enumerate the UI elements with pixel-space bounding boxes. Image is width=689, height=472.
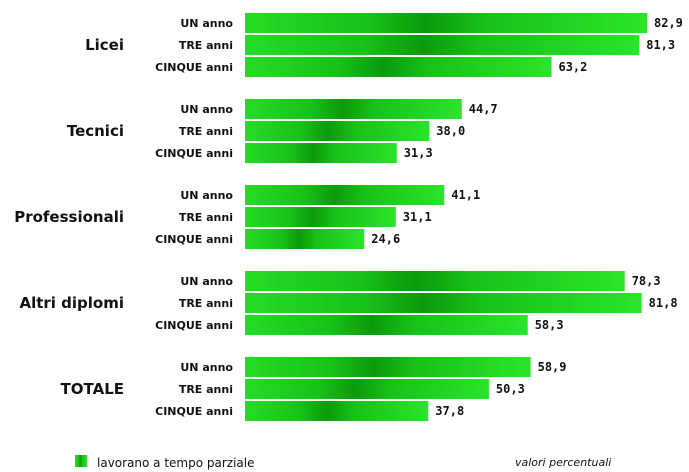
value-label: 58,9 [538, 360, 567, 374]
bar [245, 401, 429, 421]
value-label: 31,1 [403, 210, 432, 224]
group-label: TOTALE [61, 380, 124, 398]
row-label: CINQUE anni [155, 405, 233, 418]
bar [245, 229, 365, 249]
bar [245, 121, 430, 141]
bar [245, 185, 445, 205]
bar [245, 293, 642, 313]
row-label: CINQUE anni [155, 147, 233, 160]
bar [245, 271, 625, 291]
bar [245, 357, 531, 377]
row-label: CINQUE anni [155, 61, 233, 74]
bar-group: Altri diplomi UN anno 78,3 TRE anni 81,8 CINQ… [19, 271, 678, 335]
group-label: Professionali [14, 208, 124, 226]
chart-groups: Licei UN anno 82,9 TRE anni 81,3 CINQUE anni 6… [14, 13, 683, 421]
bar [245, 35, 640, 55]
value-label: 58,3 [535, 318, 564, 332]
value-label: 63,2 [558, 60, 587, 74]
value-label: 82,9 [654, 16, 683, 30]
value-label: 37,8 [435, 404, 464, 418]
value-label: 50,3 [496, 382, 525, 396]
bar [245, 379, 489, 399]
bar [245, 57, 552, 77]
group-label: Tecnici [67, 122, 124, 140]
row-label: UN anno [180, 189, 233, 202]
value-label: 78,3 [632, 274, 661, 288]
value-label: 38,0 [436, 124, 465, 138]
legend: lavorano a tempo parziale [75, 455, 255, 470]
row-label: TRE anni [179, 211, 233, 224]
bar [245, 99, 462, 119]
row-label: TRE anni [179, 39, 233, 52]
value-label: 31,3 [404, 146, 433, 160]
value-label: 81,3 [646, 38, 675, 52]
row-label: TRE anni [179, 125, 233, 138]
value-label: 44,7 [469, 102, 498, 116]
bar-group: TOTALE UN anno 58,9 TRE anni 50,3 CINQUE anni… [61, 357, 567, 421]
row-label: CINQUE anni [155, 233, 233, 246]
value-label: 41,1 [451, 188, 480, 202]
row-label: TRE anni [179, 297, 233, 310]
row-label: UN anno [180, 275, 233, 288]
row-label: UN anno [180, 361, 233, 374]
bar [245, 143, 397, 163]
group-label: Altri diplomi [19, 294, 124, 312]
row-label: UN anno [180, 17, 233, 30]
row-label: TRE anni [179, 383, 233, 396]
legend-label: lavorano a tempo parziale [97, 456, 255, 470]
units-note: valori percentuali [515, 456, 611, 469]
row-label: UN anno [180, 103, 233, 116]
bar [245, 315, 528, 335]
bar-group: Professionali UN anno 41,1 TRE anni 31,1 CINQ… [14, 185, 480, 249]
group-label: Licei [85, 36, 124, 54]
bar-group: Tecnici UN anno 44,7 TRE anni 38,0 CINQUE ann… [67, 99, 498, 163]
legend-swatch [75, 455, 87, 467]
row-label: CINQUE anni [155, 319, 233, 332]
value-label: 24,6 [371, 232, 400, 246]
bar [245, 207, 396, 227]
bar [245, 13, 647, 33]
value-label: 81,8 [649, 296, 678, 310]
bar-group: Licei UN anno 82,9 TRE anni 81,3 CINQUE anni 6… [85, 13, 683, 77]
